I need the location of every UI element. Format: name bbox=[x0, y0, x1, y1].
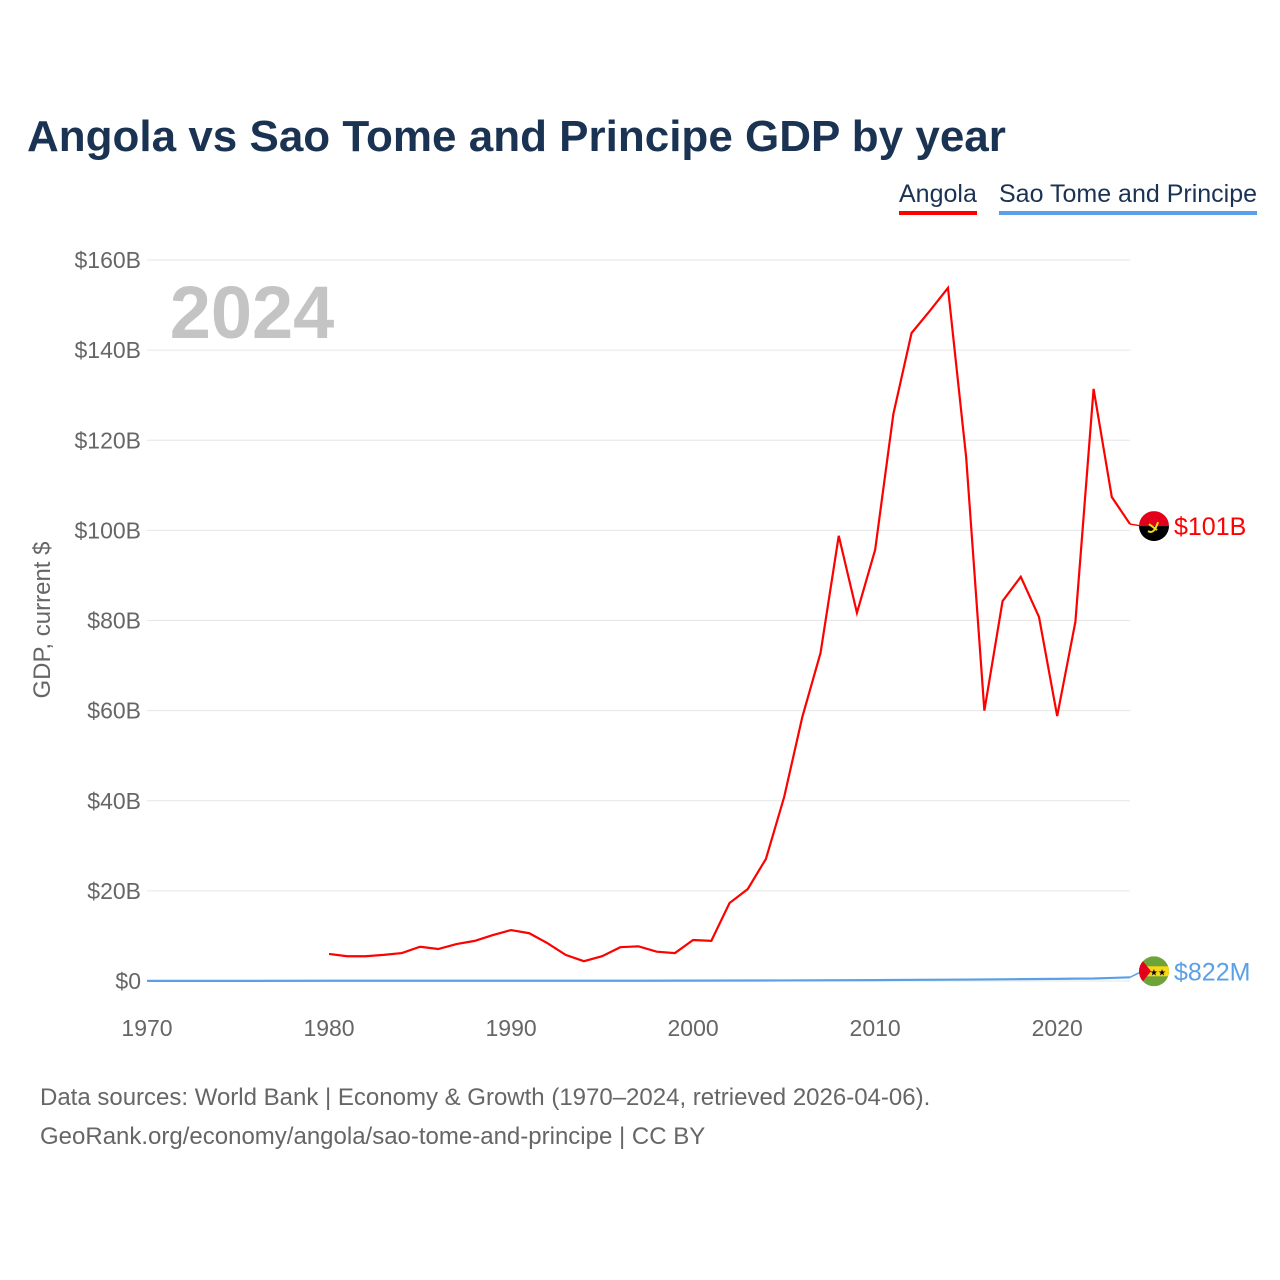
end-value-label: $822M bbox=[1174, 958, 1250, 986]
x-tick-label: 1980 bbox=[303, 1015, 354, 1041]
x-tick-label: 1970 bbox=[121, 1015, 172, 1041]
x-tick-label: 2010 bbox=[850, 1015, 901, 1041]
y-tick-label: $20B bbox=[87, 878, 141, 904]
y-tick-label: $120B bbox=[74, 427, 141, 453]
sao-tome-flag-icon: ★★ bbox=[1139, 956, 1169, 987]
y-tick-label: $140B bbox=[74, 337, 141, 363]
end-value-label: $101B bbox=[1174, 513, 1246, 541]
series-line-sao-tome bbox=[146, 976, 1131, 983]
svg-text:★★: ★★ bbox=[1150, 967, 1166, 977]
year-label: 2024 bbox=[170, 271, 335, 354]
y-tick-label: $60B bbox=[87, 698, 141, 724]
y-axis-label: GDP, current $ bbox=[29, 542, 56, 699]
angola-flag-icon bbox=[1139, 511, 1169, 542]
line-chart: $0 $20B $40B $60B $80B $100B $120B $140B $160B 19… bbox=[29, 247, 1250, 1041]
x-tick-label: 2000 bbox=[668, 1015, 719, 1041]
y-tick-label: $160B bbox=[74, 247, 141, 273]
legend-angola[interactable]: Angola bbox=[899, 180, 977, 215]
y-tick-label: $100B bbox=[74, 517, 141, 543]
y-tick-label: $80B bbox=[87, 608, 141, 634]
footer-sources: Data sources: World Bank | Economy & Gro… bbox=[40, 1084, 931, 1111]
x-tick-label: 2020 bbox=[1032, 1015, 1083, 1041]
x-tick-label: 1990 bbox=[485, 1015, 536, 1041]
footer-attribution: GeoRank.org/economy/angola/sao-tome-and-… bbox=[40, 1123, 706, 1150]
series-line-angola bbox=[328, 285, 1131, 963]
y-tick-label: $0 bbox=[115, 968, 141, 994]
legend-sao-tome[interactable]: Sao Tome and Principe bbox=[999, 180, 1258, 215]
y-tick-label: $40B bbox=[87, 788, 141, 814]
chart-title: Angola vs Sao Tome and Principe GDP by y… bbox=[27, 112, 1006, 161]
